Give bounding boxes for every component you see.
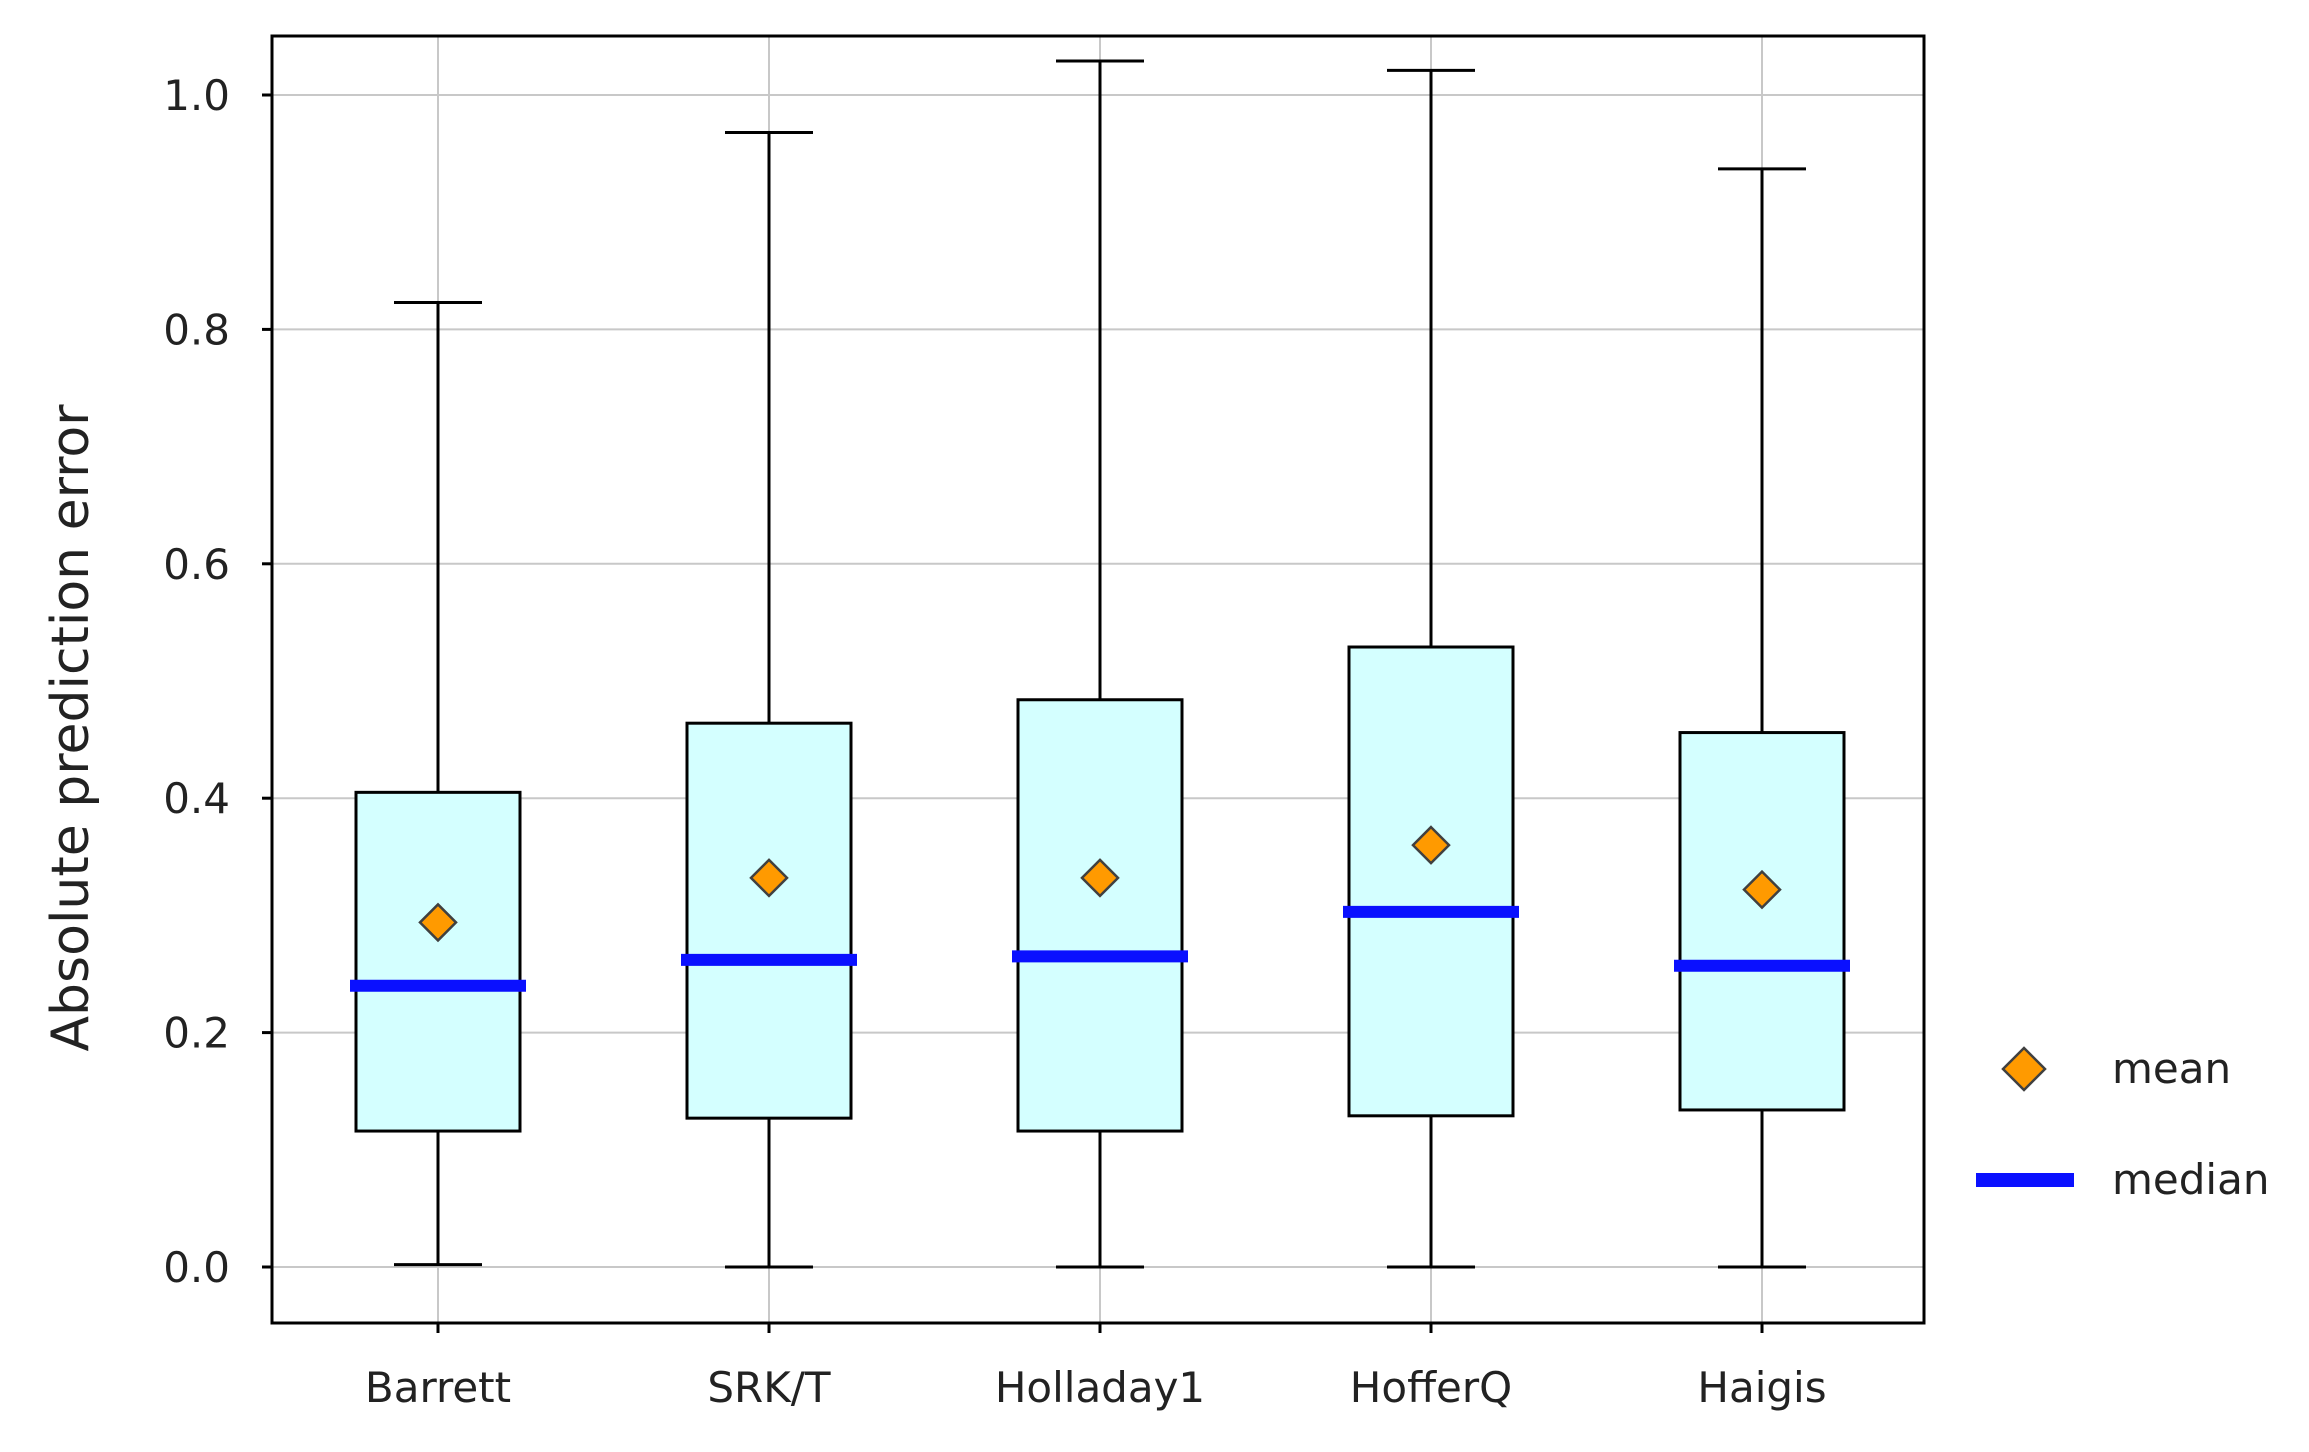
iqr-box <box>1678 731 1846 1112</box>
box-group-haigis <box>1674 167 1850 1269</box>
x-axis-ticks: Barrett SRK/T Holladay1 HofferQ Haigis <box>365 1323 1827 1412</box>
mean-diamond <box>1742 869 1782 910</box>
legend: mean median <box>1976 1044 2269 1204</box>
mean-diamond <box>1411 825 1451 865</box>
iqr-box <box>1347 645 1515 1118</box>
iqr-box <box>354 790 522 1133</box>
iqr-box <box>685 721 853 1120</box>
x-tick-label: Barrett <box>365 1363 511 1412</box>
legend-mean-diamond-icon <box>2001 1046 2047 1092</box>
y-axis-label: Absolute prediction error <box>41 404 101 1052</box>
y-tick-label: 0.4 <box>163 774 230 823</box>
mean-diamond <box>1080 858 1120 898</box>
x-tick-label: Holladay1 <box>995 1363 1205 1412</box>
y-tick-label: 0.8 <box>163 305 230 354</box>
iqr-box <box>1016 698 1184 1133</box>
box-group-holladay1 <box>1012 59 1188 1269</box>
y-tick-label: 0.0 <box>163 1243 230 1292</box>
plot-frame <box>270 34 1926 1325</box>
box-series <box>350 59 1850 1269</box>
mean-diamond <box>749 858 789 898</box>
x-tick-label: HofferQ <box>1350 1363 1512 1412</box>
y-tick-label: 0.2 <box>163 1009 230 1058</box>
y-tick-label: 1.0 <box>163 71 230 120</box>
box-group-srk-t <box>681 131 857 1269</box>
y-tick-label: 0.6 <box>163 540 230 589</box>
y-axis-ticks: 0.0 0.2 0.4 0.6 0.8 1.0 <box>163 71 272 1292</box>
x-tick-label: Haigis <box>1697 1363 1826 1412</box>
mean-diamond <box>418 902 458 943</box>
legend-mean-label: mean <box>2112 1044 2231 1093</box>
x-tick-label: SRK/T <box>707 1363 831 1412</box>
box-group-hofferq <box>1343 68 1519 1269</box>
legend-median-label: median <box>2112 1155 2269 1204</box>
box-group-barrett <box>350 300 526 1267</box>
